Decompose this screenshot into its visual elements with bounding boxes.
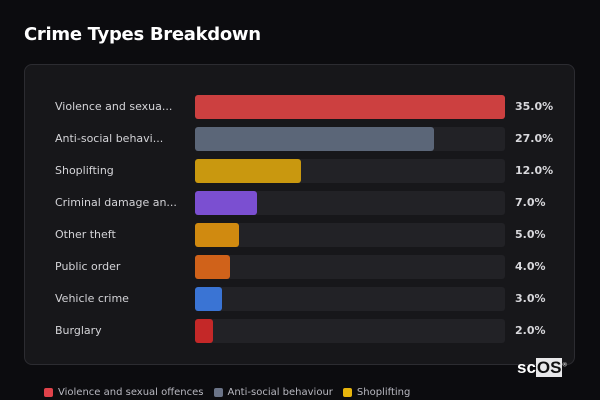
bar-track (195, 223, 505, 247)
legend-item: Shoplifting (342, 387, 411, 398)
bar-row: Vehicle crime 3.0% (25, 287, 574, 311)
value-label: 5.0% (515, 228, 546, 241)
legend: Violence and sexual offences Anti-social… (44, 387, 410, 398)
bar-row: Violence and sexua... 35.0% (25, 95, 574, 119)
bar (195, 255, 231, 279)
value-label: 12.0% (515, 164, 554, 177)
chart-title: Crime Types Breakdown (24, 24, 261, 45)
bar-track (195, 287, 505, 311)
bar-row: Public order 4.0% (25, 255, 574, 279)
legend-item: Violence and sexual offences (44, 387, 204, 398)
bar (195, 223, 240, 247)
legend-label: Shoplifting (356, 387, 411, 398)
legend-item: Anti-social behaviour (213, 387, 333, 398)
logo-mark: ® (562, 362, 567, 369)
bar (195, 95, 505, 119)
category-label: Public order (55, 260, 121, 273)
legend-swatch (44, 388, 53, 397)
bar-row: Other theft 5.0% (25, 223, 574, 247)
legend-swatch (342, 388, 352, 397)
chart-card: Violence and sexua... 35.0% Anti-social be… (24, 64, 575, 365)
value-label: 27.0% (515, 132, 554, 145)
category-label: Vehicle crime (55, 292, 129, 305)
category-label: Criminal damage an... (55, 196, 177, 209)
bar (195, 127, 435, 151)
bar-row: Shoplifting 12.0% (25, 159, 574, 183)
category-label: Anti-social behavi... (55, 132, 164, 145)
bar-track (195, 191, 505, 215)
bar-track (195, 95, 505, 119)
logo-text: OS (535, 358, 563, 377)
bar-row: Criminal damage an... 7.0% (25, 191, 574, 215)
category-label: Other theft (55, 228, 116, 241)
bar-track (195, 127, 505, 151)
bar-row: Anti-social behavi... 27.0% (25, 127, 574, 151)
legend-label: Violence and sexual offences (58, 387, 204, 398)
bar (195, 287, 222, 311)
category-label: Burglary (55, 324, 102, 337)
value-label: 3.0% (515, 292, 546, 305)
scos-logo: scOS® (517, 358, 567, 378)
value-label: 2.0% (515, 324, 546, 337)
category-label: Violence and sexua... (55, 100, 173, 113)
bar (195, 191, 257, 215)
bar (195, 159, 302, 183)
bar-track (195, 255, 505, 279)
bar-track (195, 319, 505, 343)
logo-text: sc (517, 358, 536, 377)
category-label: Shoplifting (55, 164, 114, 177)
legend-label: Anti-social behaviour (227, 387, 333, 398)
value-label: 4.0% (515, 260, 546, 273)
value-label: 7.0% (515, 196, 546, 209)
bar (195, 319, 213, 343)
value-label: 35.0% (515, 100, 554, 113)
bar-track (195, 159, 505, 183)
bar-row: Burglary 2.0% (25, 319, 574, 343)
legend-swatch (213, 388, 223, 397)
